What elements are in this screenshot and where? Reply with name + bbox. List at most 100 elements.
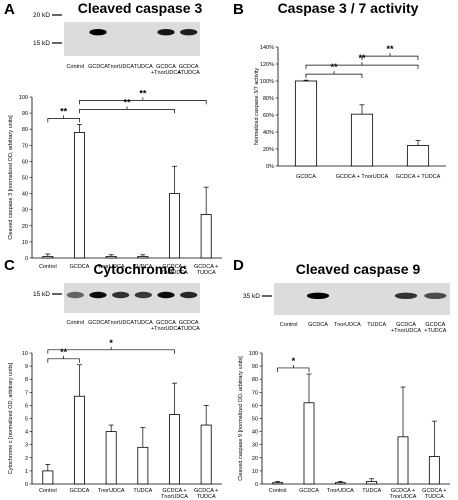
bar xyxy=(74,132,85,259)
bar xyxy=(200,214,212,259)
y-tick-label: 60 xyxy=(22,159,28,165)
y-tick-label: 80 xyxy=(22,127,28,133)
kd-marker-label: 20 kD xyxy=(33,12,50,19)
panel-title: Caspase 3 / 7 activity xyxy=(278,0,419,16)
y-tick-label: 30 xyxy=(252,443,258,449)
blot-lane-label: TnorUDCA xyxy=(107,320,134,326)
y-axis-label: Cleaved caspase 9 [normalized OD, arbitr… xyxy=(238,356,244,481)
bar xyxy=(105,431,117,485)
blot-background xyxy=(64,283,200,313)
y-tick-label: 50 xyxy=(22,176,28,182)
category-label: GCDCA xyxy=(70,488,90,494)
y-tick-label: 80 xyxy=(252,377,258,383)
category-label: Control xyxy=(39,488,57,494)
y-tick-label: 60 xyxy=(252,403,258,409)
blot-band xyxy=(394,292,418,299)
y-tick-label: 40% xyxy=(263,130,274,136)
bar xyxy=(105,255,117,259)
kd-marker-label: 15 kD xyxy=(33,291,50,298)
panel-label-d: D xyxy=(233,257,244,274)
category-label: GCDCA + TnorUDCA xyxy=(336,174,389,180)
y-tick-label: 4 xyxy=(25,430,28,436)
kd-marker-label: 35 kD xyxy=(243,293,260,300)
category-label: GCDCA + TUDCA xyxy=(422,488,446,500)
category-label: GCDCA xyxy=(296,174,316,180)
bar xyxy=(334,482,346,485)
category-label: GCDCA + TnorUDCA xyxy=(161,264,188,276)
significance-bracket xyxy=(79,109,175,114)
bar xyxy=(200,424,212,485)
significance-marker: * xyxy=(292,356,296,366)
significance-bracket xyxy=(305,64,419,70)
significance-bracket xyxy=(79,100,207,105)
blot-band xyxy=(180,29,198,36)
y-tick-label: 140% xyxy=(260,45,274,51)
panel-label-b: B xyxy=(233,1,244,18)
blot-lane-label: TUDCA xyxy=(134,64,153,70)
significance-marker: * xyxy=(109,338,113,348)
blot-band xyxy=(134,291,152,299)
y-axis-label: Normalized caspase 3/7 activity xyxy=(254,68,260,146)
significance-marker: ** xyxy=(123,97,131,107)
y-tick-label: 5 xyxy=(25,417,28,423)
y-tick-label: 60% xyxy=(263,113,274,119)
y-tick-label: 20 xyxy=(252,456,258,462)
y-tick-label: 0 xyxy=(25,256,28,262)
significance-marker: ** xyxy=(60,347,68,357)
bar xyxy=(272,482,284,485)
blot-lane-label: TUDCA xyxy=(134,320,153,326)
bar xyxy=(137,446,149,485)
y-tick-label: 8 xyxy=(25,377,28,383)
blot-lane-label: TnorUDCA xyxy=(334,322,361,328)
y-axis-label: Cleaved caspase 3 [normalized OD, arbitr… xyxy=(8,115,14,240)
blot-band xyxy=(89,29,107,36)
y-tick-label: 100 xyxy=(249,351,258,357)
y-tick-label: 100% xyxy=(260,79,274,85)
bar xyxy=(406,145,430,167)
category-label: GCDCA + TUDCA xyxy=(194,488,218,500)
blot-lane-label: GCDCA xyxy=(88,320,108,326)
y-tick-label: 10 xyxy=(22,351,28,357)
panel-title: Cleaved caspase 9 xyxy=(296,261,421,277)
kd-marker-label: 15 kD xyxy=(33,40,50,47)
blot-background xyxy=(274,283,450,315)
blot-background xyxy=(64,22,200,56)
category-label: TUDCA xyxy=(133,488,152,494)
y-tick-label: 40 xyxy=(252,430,258,436)
blot-band xyxy=(424,292,447,299)
bar xyxy=(294,80,318,167)
blot-lane-label: GCDCA +TUDCA xyxy=(424,322,446,334)
y-tick-label: 90 xyxy=(22,111,28,117)
bar xyxy=(74,395,85,485)
category-label: GCDCA xyxy=(70,264,90,270)
significance-bracket xyxy=(277,367,310,372)
blot-lane-label: GCDCA +TUDCA xyxy=(178,320,200,332)
panel-title: Cytochrome c xyxy=(93,261,187,277)
y-tick-label: 9 xyxy=(25,364,28,370)
y-tick-label: 20 xyxy=(22,224,28,230)
blot-lane-label: Control xyxy=(280,322,298,328)
y-tick-label: 10 xyxy=(22,240,28,246)
category-label: GCDCA + TUDCA xyxy=(194,264,218,276)
blot-band xyxy=(157,29,175,36)
blot-band xyxy=(89,291,107,299)
y-tick-label: 120% xyxy=(260,62,274,68)
panel-label-c: C xyxy=(4,257,15,274)
blot-band xyxy=(112,291,130,299)
y-tick-label: 0 xyxy=(25,482,28,488)
y-tick-label: 7 xyxy=(25,390,28,396)
blot-lane-label: TnorUDCA xyxy=(107,64,134,70)
category-label: GCDCA + TnorUDCA xyxy=(161,488,188,500)
bar xyxy=(303,402,315,485)
y-axis-label: Cytochrome c [normalized OD, arbitrary u… xyxy=(8,362,14,474)
bar xyxy=(366,480,378,485)
panel-label-a: A xyxy=(4,1,15,18)
y-tick-label: 70 xyxy=(22,143,28,149)
blot-lane-label: Control xyxy=(66,64,84,70)
bar xyxy=(137,255,149,259)
significance-marker: ** xyxy=(386,44,394,54)
y-tick-label: 50 xyxy=(252,417,258,423)
